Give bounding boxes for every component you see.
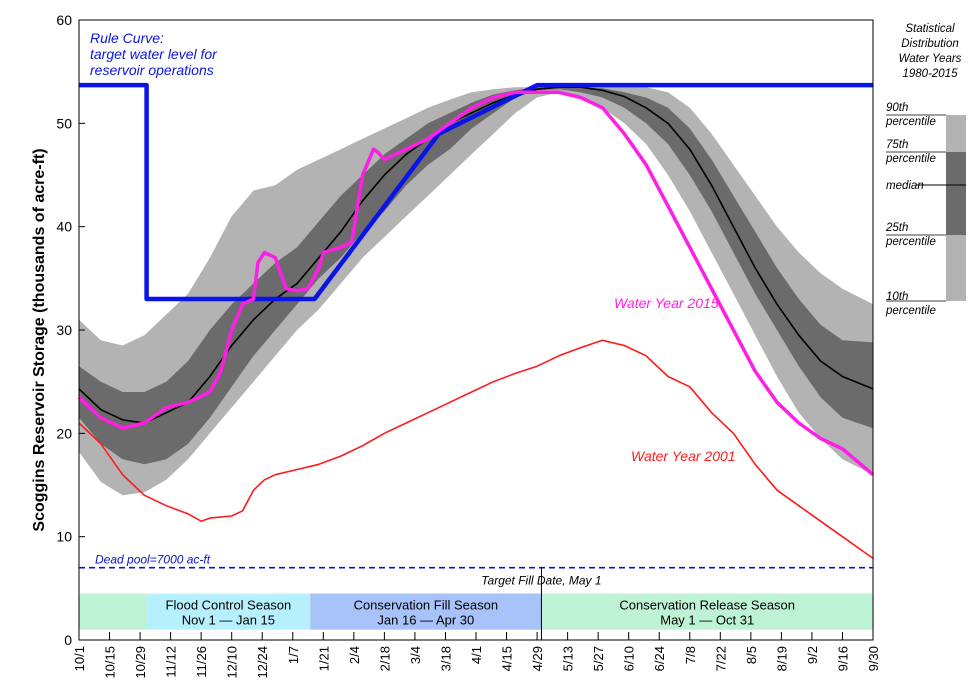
x-tick-label: 10/29 (133, 646, 148, 679)
season-range: Jan 16 — Apr 30 (377, 613, 474, 628)
rule-curve-annotation: Rule Curve: (90, 30, 164, 46)
season-range: May 1 — Oct 31 (660, 613, 754, 628)
rule-curve-annotation: reservoir operations (90, 62, 214, 78)
median-line (78, 86, 874, 424)
season-band (146, 593, 311, 630)
legend-title: Water Years (899, 53, 962, 65)
legend-label-p10: percentile (885, 305, 936, 317)
legend-title: Distribution (901, 38, 959, 50)
season-band (541, 593, 873, 630)
x-tick-label: 4/15 (500, 646, 515, 671)
legend-label-p25: percentile (885, 236, 936, 248)
season-name: Flood Control Season (166, 598, 292, 613)
y-tick-label: 30 (56, 322, 72, 338)
x-tick-label: 5/13 (561, 646, 576, 671)
x-tick-label: 3/4 (408, 646, 423, 664)
x-tick-label: 2/18 (377, 646, 392, 671)
x-tick-label: 8/19 (774, 646, 789, 671)
x-tick-label: 11/12 (164, 646, 179, 678)
x-tick-label: 12/24 (255, 646, 270, 679)
x-tick-label: 1/7 (286, 646, 301, 664)
x-tick-label: 7/8 (683, 646, 698, 664)
x-tick-label: 11/26 (194, 646, 209, 678)
x-tick-label: 6/10 (622, 646, 637, 671)
x-tick-label: 9/16 (835, 646, 850, 671)
y-tick-label: 10 (56, 529, 72, 545)
x-tick-label: 9/30 (866, 646, 881, 671)
x-tick-label: 6/24 (652, 646, 667, 671)
x-tick-label: 10/15 (103, 646, 118, 679)
y-tick-label: 50 (56, 115, 72, 131)
season-band (310, 593, 542, 630)
legend-label-p75: percentile (885, 153, 936, 165)
band-10-90-percentile (79, 87, 873, 496)
water-year-2015-label: Water Year 2015 (614, 295, 719, 311)
legend-inner-swatch (946, 152, 966, 235)
legend-label-p10: 10th (886, 291, 908, 303)
y-axis-label: Scoggins Reservoir Storage (thousands of… (31, 148, 48, 531)
legend-label-p90: 90th (886, 102, 908, 114)
x-tick-label: 5/27 (591, 646, 606, 671)
x-tick-label: 2/4 (347, 646, 362, 664)
x-tick-label: 1/21 (316, 646, 331, 671)
season-bar-background (79, 593, 147, 630)
x-tick-label: 7/22 (713, 646, 728, 671)
season-name: Conservation Fill Season (354, 598, 499, 613)
target-fill-label: Target Fill Date, May 1 (481, 574, 601, 588)
water-year-2001-line (78, 339, 874, 560)
y-tick-label: 40 (56, 219, 72, 235)
x-tick-label: 3/18 (438, 646, 453, 671)
y-tick-label: 20 (56, 425, 72, 441)
season-name: Conservation Release Season (619, 598, 795, 613)
y-tick-label: 0 (64, 632, 72, 648)
x-tick-label: 12/10 (225, 646, 240, 679)
legend-title: Statistical (905, 23, 955, 35)
rule-curve-annotation: target water level for (90, 46, 218, 62)
water-year-2015-line (77, 90, 875, 477)
band-25-75-percentile (79, 87, 873, 465)
legend-title: 1980-2015 (903, 68, 959, 80)
season-range: Nov 1 — Jan 15 (182, 613, 275, 628)
x-tick-label: 9/2 (805, 646, 820, 664)
dead-pool-label: Dead pool=7000 ac-ft (95, 553, 211, 567)
x-tick-label: 4/1 (469, 646, 484, 664)
legend-label-p25: 25th (885, 222, 908, 234)
y-tick-label: 60 (56, 12, 72, 28)
legend-label-p75: 75th (886, 139, 908, 151)
legend-label-p90: percentile (885, 116, 936, 128)
x-tick-label: 4/29 (530, 646, 545, 671)
x-tick-label: 8/5 (744, 646, 759, 664)
x-tick-label: 10/1 (72, 646, 87, 671)
x-axis: 10/1 10/15 10/29 11/12 11/26 12/10 12/24 1/7 1/2… (72, 632, 881, 679)
water-year-2001-label: Water Year 2001 (631, 448, 736, 464)
legend-label-median: median (886, 180, 924, 192)
rule-curve-line (79, 82, 873, 302)
legend: Statistical Distribution Water Years 1980-2… (885, 23, 966, 317)
y-axis: 0 10 20 30 40 50 60 (56, 12, 85, 648)
